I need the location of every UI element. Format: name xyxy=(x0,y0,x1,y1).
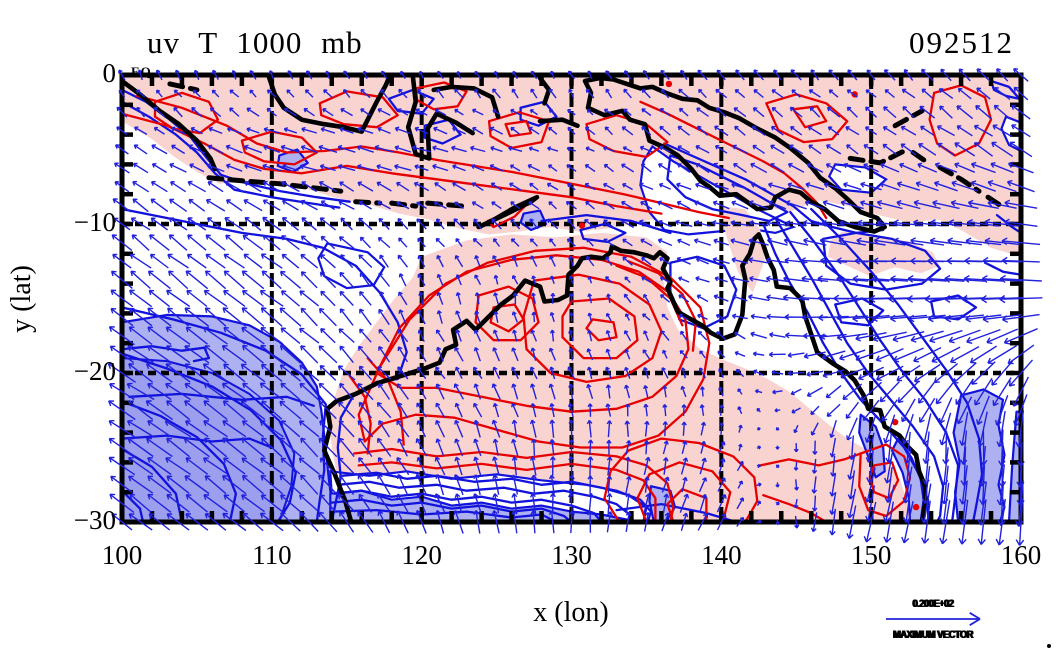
equator-label: EQ xyxy=(131,64,152,79)
max-vector-value: 0.200E+02 xyxy=(912,598,954,610)
y-axis-label: y (lat) xyxy=(6,265,37,333)
x-tick-label: 110 xyxy=(252,540,292,570)
x-tick-label: 160 xyxy=(1000,540,1042,570)
warm-contour-layer xyxy=(122,80,993,522)
y-tick-label: −10 xyxy=(73,207,116,237)
wind-vectors-layer xyxy=(107,68,1043,546)
x-axis-label: x (lon) xyxy=(533,597,609,628)
max-vector-arrow xyxy=(886,612,981,626)
y-tick-label: 0 xyxy=(102,58,117,88)
plot-title: uv T 1000 mb xyxy=(147,25,363,60)
x-tick-label: 120 xyxy=(401,540,442,570)
stray-dot xyxy=(1047,644,1051,648)
plot-datetime: 092512 xyxy=(909,25,1014,60)
y-tick-label: −20 xyxy=(73,356,116,386)
max-vector-label: MAXIMUM VECTOR xyxy=(893,629,973,641)
x-tick-label: 140 xyxy=(701,540,742,570)
x-tick-label: 150 xyxy=(850,540,892,570)
x-tick-label: 130 xyxy=(551,540,592,570)
x-tick-label: 100 xyxy=(101,540,143,570)
y-tick-label: −30 xyxy=(73,505,116,535)
